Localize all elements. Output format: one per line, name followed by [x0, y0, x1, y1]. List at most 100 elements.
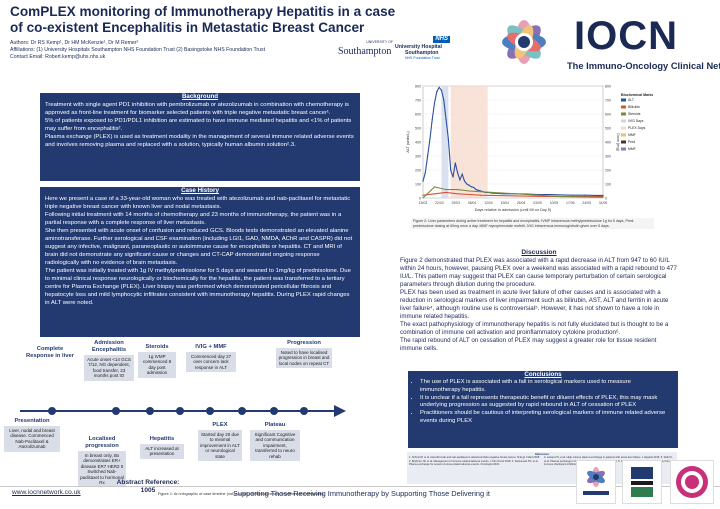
chart-point: [457, 189, 459, 191]
timeline-dot: [270, 407, 278, 415]
legend-swatch: [621, 105, 626, 109]
timeline-event-progression: Progression Noted to have localised prog…: [276, 340, 332, 369]
background-paragraph: Treatment with single agent PD1 inhibiti…: [45, 102, 349, 116]
chart-point: [475, 189, 477, 191]
chart-point: [491, 191, 493, 193]
chart-point: [447, 138, 449, 140]
nhs-badge: NHS: [433, 36, 450, 43]
discussion-section: Discussion Figure 2 demonstrated that PL…: [400, 248, 678, 353]
y-right-tick-label: 0: [605, 197, 607, 201]
partner-logo-iocn: [576, 460, 616, 504]
chart-point: [438, 86, 440, 88]
x-tick-label: 10/05: [550, 201, 559, 205]
chart-point: [422, 180, 424, 182]
chart-point: [443, 99, 445, 101]
y-right-tick-label: 200: [605, 169, 611, 173]
iocn-wordmark: IOCN: [574, 14, 678, 58]
legend-swatch: [621, 126, 626, 130]
timeline-event-text: Commenced day 27 over concern lack respo…: [186, 352, 236, 373]
uhs-line2: Southampton: [405, 50, 439, 56]
legend-entry: Steroids: [628, 112, 641, 116]
x-tick-label: 03/05: [533, 201, 542, 205]
timeline-dot: [48, 407, 56, 415]
references-left: 1. Schmid P, et al. Atezolizumab and nab…: [409, 456, 540, 467]
x-tick-label: 15/03: [419, 201, 428, 205]
discussion-paragraph: The rapid rebound of ALT on cessation of…: [400, 337, 657, 352]
timeline-dot: [112, 407, 120, 415]
chart-point: [595, 194, 597, 197]
case-history-heading: Case History: [181, 187, 219, 194]
timeline-event-title: Presentation: [14, 418, 50, 424]
footer-slogan: Supporting Those Receiving Immunotherapy…: [233, 489, 490, 498]
footer-website-link[interactable]: www.iocnnetwork.co.uk: [12, 489, 81, 496]
conclusions-list: The use of PLEX is associated with a fal…: [408, 379, 678, 426]
chart-point: [602, 194, 604, 197]
poster-title: ComPLEX monitoring of Immunotherapy Hepa…: [10, 4, 396, 35]
x-tick-label: 05/04: [468, 201, 477, 205]
conclusion-item: It is unclear if a fall represents thera…: [420, 395, 673, 411]
chart-point: [468, 193, 470, 196]
y-tick-label: 500: [415, 127, 421, 131]
chart-point: [424, 172, 426, 174]
timeline-event-title: Progression: [287, 340, 321, 346]
background-panel: Background Treatment with single agent P…: [40, 93, 360, 181]
case-paragraph: The patient was initially treated with 1…: [45, 268, 351, 306]
chart-point: [560, 196, 563, 198]
discussion-heading: Discussion: [521, 249, 557, 256]
timeline-event-complete-response: Complete Response in liver: [24, 346, 76, 360]
conclusions-panel: Conclusions The use of PLEX is associate…: [408, 371, 678, 448]
abstract-label: Abstract Reference:: [116, 479, 180, 486]
soton-logo-word: Southampton: [338, 46, 392, 57]
new-novel-icon: [631, 467, 653, 497]
timeline-event-text: Noted to have localised progression in b…: [276, 348, 332, 369]
partner-logo-accredited: [670, 460, 714, 504]
chart-point: [452, 176, 454, 178]
discussion-paragraph: The exact pathophysiology of immunothera…: [400, 321, 669, 336]
legend-entry: Bilirubin: [628, 105, 640, 109]
timeline-event-plex: PLEX Started day 20 due to minimal impro…: [198, 422, 242, 462]
x-tick-label: 12/04: [484, 201, 493, 205]
chart-point: [457, 172, 459, 174]
x-tick-label: 19/04: [501, 201, 510, 205]
liver-parameters-chart: 0 100 200 300 400 500 600 700 800 0 100 200 300 400 50…: [403, 80, 657, 216]
y-right-axis-label: Dose (mg): [616, 133, 620, 151]
affiliations: Affiliations: (1) University Hospitals S…: [10, 47, 266, 53]
y-tick-label: 400: [415, 141, 421, 145]
chart-point: [445, 119, 447, 121]
timeline-event-title: PLEX: [212, 422, 228, 428]
uhs-line3: NHS Foundation Trust: [405, 56, 440, 60]
legend-entry: Pred: [628, 140, 635, 144]
chart-point: [491, 194, 493, 197]
timeline-event-text: Significant Cognitive and communication …: [250, 430, 300, 462]
timeline-event-title: Hepatitis: [149, 436, 175, 442]
legend-entry: MMF: [628, 147, 636, 151]
y-right-tick-label: 800: [605, 85, 611, 89]
legend-swatch: [621, 112, 626, 116]
chart-point: [422, 197, 424, 199]
y-tick-label: 700: [415, 99, 421, 103]
chart-point: [433, 193, 436, 195]
timeline-dot: [300, 407, 308, 415]
y-right-tick-label: 700: [605, 99, 611, 103]
x-axis-label: Days relative to admission (until Mt on …: [475, 208, 552, 212]
chart-point: [477, 189, 479, 191]
chart-point: [445, 189, 447, 191]
chart-series-line: [422, 186, 604, 199]
legend-title: Biochemical Markers: [621, 93, 653, 97]
chart-point: [433, 186, 436, 188]
case-history-body: Here we present a case of a 33-year-old …: [40, 195, 360, 307]
conclusions-heading: Conclusions: [524, 371, 562, 378]
chart-point: [480, 194, 482, 196]
chart-point: [422, 194, 424, 196]
case-paragraph: She then presented with acute onset of c…: [45, 228, 353, 266]
chart-svg: 0 100 200 300 400 500 600 700 800 0 100 200 300 400 50…: [406, 85, 657, 213]
timeline-event-title: Complete Response in liver: [25, 346, 74, 359]
chart-point: [583, 194, 586, 196]
legend-swatch: [621, 119, 626, 123]
iocn-mini-icon: [583, 467, 609, 495]
accreditation-badge-icon: [676, 466, 708, 498]
iocn-flower-icon: [502, 20, 546, 64]
abstract-number: 1005: [140, 487, 156, 494]
chart-point: [431, 119, 433, 121]
chart-point: [470, 186, 473, 188]
